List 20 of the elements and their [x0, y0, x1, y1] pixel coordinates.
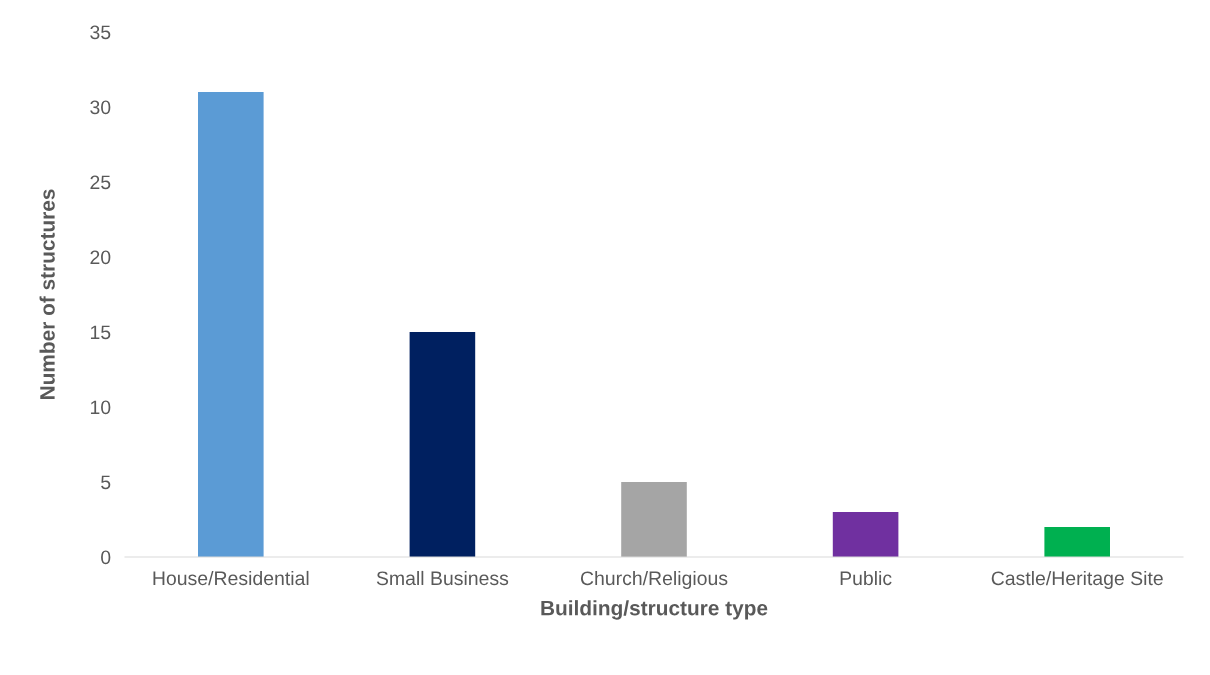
x-tick-label: Public: [840, 570, 892, 586]
y-tick-label: 30: [90, 100, 111, 115]
x-tick-label: Castle/Heritage Site: [991, 570, 1163, 590]
bar: [409, 332, 476, 557]
bar: [1044, 527, 1110, 557]
y-axis-title: Number of structures: [39, 189, 55, 400]
y-tick-label: 0: [101, 550, 111, 565]
y-tick-label: 25: [90, 175, 111, 190]
x-tick-label: Church/Religious: [580, 570, 728, 590]
y-tick-label: 5: [101, 475, 111, 490]
x-tick-label: House/Residential: [153, 570, 309, 586]
bar: [832, 512, 899, 557]
x-tick-label: Small Business: [376, 570, 509, 586]
y-tick-label: 15: [90, 325, 111, 340]
x-axis-title: Building/structure type: [541, 600, 768, 620]
y-tick-label: 35: [90, 25, 111, 40]
bar: [198, 92, 264, 557]
y-tick-label: 10: [90, 400, 111, 415]
bar: [621, 482, 687, 557]
y-tick-label: 20: [90, 250, 111, 265]
